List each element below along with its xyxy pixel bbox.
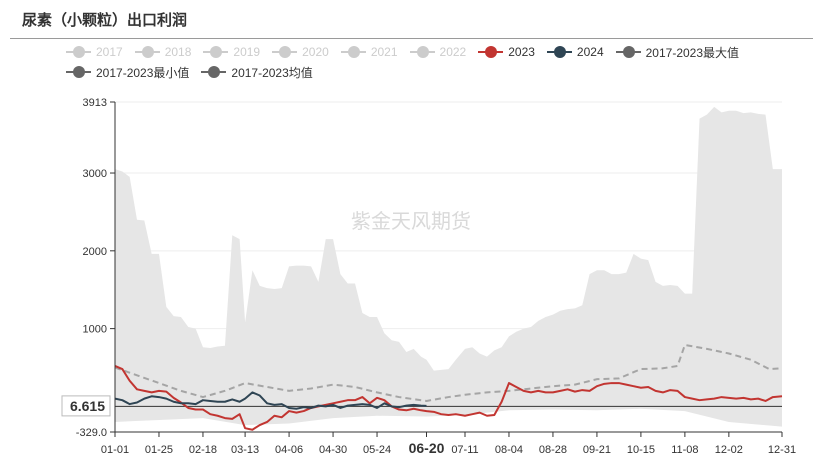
legend-item-2020[interactable]: 2020 [272,42,329,62]
x-tick-label: 02-18 [189,444,217,456]
x-tick-label: 10-15 [627,444,655,456]
legend-marker-icon [615,45,641,59]
x-tick-label: 09-21 [583,444,611,456]
legend-marker-icon [546,45,572,59]
legend-item-2019[interactable]: 2019 [203,42,260,62]
legend-label: 2017 [96,45,123,59]
x-tick-label: 08-28 [539,444,567,456]
legend-label: 2017-2023最小值 [96,65,190,80]
legend-label: 2018 [164,45,192,59]
legend-marker-icon [272,45,298,59]
x-tick-label: 07-11 [451,444,478,456]
legend-label: 2017-2023均值 [231,65,313,80]
legend-marker-icon [66,65,91,79]
legend-label: 2021 [370,45,398,59]
legend-item-2018[interactable]: 2018 [134,42,192,62]
y-tick-label: 3913 [83,97,107,109]
legend-marker-icon [134,45,160,59]
legend-label: 2024 [576,45,604,59]
axes: 3913 3000 2000 1000 6.615 -329.0 01-01 01-25 02-… [61,97,796,458]
legend-marker-icon [340,45,366,59]
legend-item-2023[interactable]: 2023 [478,42,535,62]
range-band-area [115,106,782,427]
y-crosshair-label-box [61,395,111,417]
x-crosshair-label: 06-20 [409,440,445,456]
x-tick-label: 11-08 [671,444,698,456]
legend-item-2017-2023最小值[interactable]: 2017-2023最小值 [66,62,189,82]
legend-marker-icon [66,45,91,59]
series-line-2024 [114,391,427,410]
legend-marker-icon [201,65,227,79]
legend-item-2017[interactable]: 2017 [66,42,123,62]
legend-marker-icon [409,45,435,59]
legend-item-2022[interactable]: 2022 [409,42,467,62]
chart-legend: 2017 2018 2019 2020 2021 2022 2023 2024 2017-202… [66,42,806,82]
legend-marker-icon [478,45,504,59]
legend-item-2021[interactable]: 2021 [340,42,398,62]
y-tick-label: 3000 [83,168,107,180]
legend-item-2017-2023最大值[interactable]: 2017-2023最大值 [615,42,740,62]
y-tick-label: -329.0 [76,427,107,439]
legend-label: 2017-2023最大值 [645,45,740,60]
x-tick-label: 04-30 [319,444,347,456]
legend-marker-icon [203,45,229,59]
chart-title: 尿素（小颗粒）出口利润 [22,11,188,29]
y-tick-label: 1000 [83,324,107,336]
legend-label: 2023 [508,45,535,59]
plot-area [114,106,783,431]
y-crosshair-label: 6.615 [70,398,105,414]
legend-label: 2019 [233,45,261,59]
legend-label: 2022 [439,45,467,59]
x-crosshair-label-box [400,438,453,458]
y-tick-label: 2000 [83,246,107,258]
legend-label: 2020 [302,45,329,59]
x-tick-label: 12-31 [768,444,796,456]
legend-item-2024[interactable]: 2024 [546,42,604,62]
series-line-2023 [114,365,783,431]
watermark: 紫金天风期货 [351,209,471,233]
x-tick-label: 12-02 [715,444,743,456]
x-tick-label: 01-25 [145,444,173,456]
x-tick-label: 04-06 [275,444,303,456]
series-line-2017-2023均值 [114,343,783,402]
title-divider [10,38,813,39]
legend-item-2017-2023均值[interactable]: 2017-2023均值 [201,62,313,82]
x-tick-label: 05-24 [363,444,391,456]
x-tick-label: 08-04 [495,444,523,456]
x-tick-label: 01-01 [101,444,129,456]
x-tick-label: 03-13 [231,444,259,456]
